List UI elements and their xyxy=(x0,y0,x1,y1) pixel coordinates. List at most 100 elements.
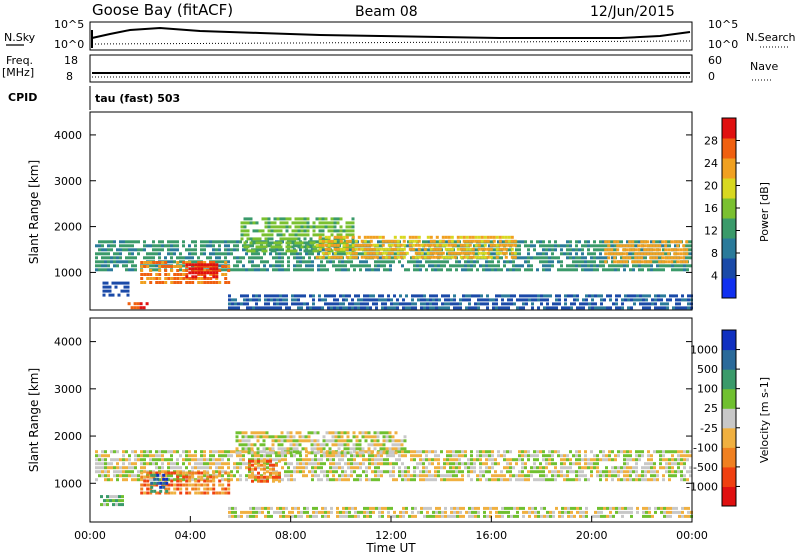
heatmap-cell xyxy=(444,298,447,302)
heatmap-cell xyxy=(304,435,308,439)
heatmap-cell xyxy=(680,268,683,272)
heatmap-cell xyxy=(338,454,341,458)
heatmap-cell xyxy=(625,256,629,260)
heatmap-cell xyxy=(176,244,179,248)
heatmap-cell xyxy=(271,435,275,439)
heatmap-cell xyxy=(329,478,332,482)
heatmap-cell xyxy=(647,470,650,474)
heatmap-cell xyxy=(437,240,440,244)
heatmap-cell xyxy=(146,462,149,466)
heatmap-cell xyxy=(334,451,338,455)
heatmap-cell xyxy=(104,474,107,478)
heatmap-cell xyxy=(392,454,395,458)
heatmap-cell xyxy=(638,454,641,458)
heatmap-cell xyxy=(488,466,491,470)
heatmap-cell xyxy=(385,435,389,439)
heatmap-cell xyxy=(188,479,192,483)
heatmap-cell xyxy=(610,248,614,252)
heatmap-cell xyxy=(431,474,434,478)
heatmap-cell xyxy=(602,256,605,260)
heatmap-cell xyxy=(667,252,671,256)
heatmap-cell xyxy=(443,462,446,466)
heatmap-cell xyxy=(522,298,525,302)
heatmap-cell xyxy=(426,306,429,310)
heatmap-cell xyxy=(607,248,611,252)
heatmap-cell xyxy=(396,243,400,247)
heatmap-cell xyxy=(468,251,472,255)
heatmap-cell xyxy=(623,454,626,458)
heatmap-cell xyxy=(319,447,323,451)
heatmap-cell xyxy=(256,431,260,435)
heatmap-cell xyxy=(579,506,582,510)
heatmap-cell xyxy=(521,256,524,260)
heatmap-cell xyxy=(357,247,361,251)
heatmap-cell xyxy=(578,474,581,478)
heatmap-cell xyxy=(531,302,534,306)
heatmap-cell xyxy=(300,306,303,310)
heatmap-cell xyxy=(313,447,317,451)
heatmap-cell xyxy=(200,471,204,475)
heatmap-cell xyxy=(624,294,627,298)
heatmap-cell xyxy=(354,506,357,510)
heatmap-cell xyxy=(278,252,281,256)
heatmap-cell xyxy=(98,268,101,272)
heatmap-cell xyxy=(519,506,522,510)
heatmap-cell xyxy=(324,217,328,221)
heatmap-cell xyxy=(112,499,115,503)
heatmap-cell xyxy=(347,268,350,272)
heatmap-cell xyxy=(414,514,417,518)
heatmap-cell xyxy=(271,439,275,443)
heatmap-cell xyxy=(381,514,384,518)
heatmap-cell xyxy=(432,294,435,298)
heatmap-cell xyxy=(458,450,461,454)
heatmap-cell xyxy=(579,302,582,306)
heatmap-cell xyxy=(308,252,311,256)
heatmap-cell xyxy=(378,251,382,255)
heatmap-cell xyxy=(572,260,575,264)
heatmap-cell xyxy=(227,454,230,458)
heatmap-cell xyxy=(450,506,453,510)
heatmap-cell xyxy=(374,474,377,478)
heatmap-cell xyxy=(354,514,357,518)
heatmap-cell xyxy=(435,255,439,259)
heatmap-cell xyxy=(584,260,587,264)
heatmap-cell xyxy=(278,471,281,475)
heatmap-cell xyxy=(350,470,353,474)
heatmap-cell xyxy=(560,466,563,470)
heatmap-cell xyxy=(277,439,281,443)
heatmap-cell xyxy=(497,462,500,466)
heatmap-cell xyxy=(296,466,299,470)
heatmap-cell xyxy=(504,251,508,255)
heatmap-cell xyxy=(268,451,272,455)
heatmap-cell xyxy=(552,302,555,306)
heatmap-cell xyxy=(155,458,158,462)
heatmap-cell xyxy=(257,479,260,483)
heatmap-cell xyxy=(389,470,392,474)
heatmap-cell xyxy=(494,462,497,466)
heatmap-cell xyxy=(600,294,603,298)
heatmap-cell xyxy=(188,281,192,284)
heatmap-cell xyxy=(334,439,338,443)
heatmap-cell xyxy=(365,478,368,482)
heatmap-cell xyxy=(327,294,330,298)
heatmap-cell xyxy=(376,431,380,435)
heatmap-cell xyxy=(246,306,249,310)
heatmap-cell xyxy=(459,251,463,255)
heatmap-cell xyxy=(359,474,362,478)
heatmap-cell xyxy=(329,466,332,470)
heatmap-cell xyxy=(629,450,632,454)
heatmap-cell xyxy=(383,268,386,272)
heatmap-cell xyxy=(486,514,489,518)
heatmap-cell xyxy=(335,478,338,482)
heatmap-cell xyxy=(584,264,587,268)
heatmap-cell xyxy=(635,454,638,458)
heatmap-cell xyxy=(615,510,618,514)
heatmap-cell xyxy=(310,447,314,451)
heatmap-cell xyxy=(649,244,653,248)
heatmap-cell xyxy=(165,481,169,485)
heatmap-cell xyxy=(447,306,450,310)
heatmap-cell xyxy=(524,462,527,466)
heatmap-cell xyxy=(176,479,180,483)
heatmap-cell xyxy=(428,240,431,244)
heatmap-cell xyxy=(486,251,490,255)
